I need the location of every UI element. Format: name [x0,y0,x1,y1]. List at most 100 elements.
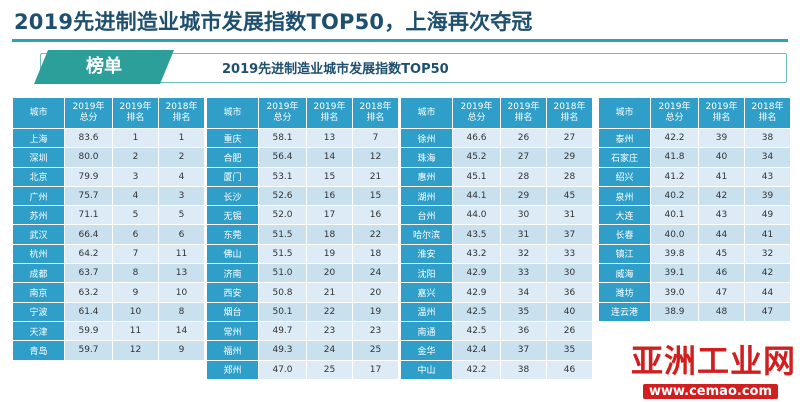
score-2019-cell: 42.2 [650,127,699,149]
score-2019-cell: 83.6 [64,127,113,149]
city-cell: 长春 [598,224,651,245]
city-cell: 合肥 [206,147,259,168]
table-row: 杭州 64.2 7 11 [12,243,205,265]
score-2019-cell: 42.9 [452,282,501,303]
rank-2018-cell: 10 [158,282,205,303]
city-cell: 温州 [400,301,453,322]
rank-2019-cell: 37 [500,340,547,361]
score-2019-cell: 71.1 [64,205,113,226]
rank-2019-cell: 28 [500,166,547,187]
score-2019-cell: 42.2 [452,359,501,380]
score-2019-cell: 50.8 [258,282,307,303]
city-cell: 沈阳 [400,263,453,284]
rank-2019-cell: 25 [306,359,353,380]
city-cell: 西安 [206,282,259,303]
rank-2019-cell: 31 [500,224,547,245]
table-row: 惠州 45.1 28 28 [400,166,593,187]
score-2019-cell: 52.0 [258,205,307,226]
score-2019-cell: 75.7 [64,185,113,207]
score-2019-cell: 42.5 [452,320,501,342]
rank-2018-cell: 47 [744,301,791,322]
table-row: 郑州 47.0 25 17 [206,359,399,380]
rank-2019-cell: 44 [698,224,745,245]
table-row: 长沙 52.6 16 15 [206,185,399,207]
city-cell: 潍坊 [598,282,651,303]
rank-2019-cell: 7 [112,243,159,265]
score-2019-cell: 63.2 [64,282,113,303]
rank-2019-cell: 38 [500,359,547,380]
score-2019-cell: 40.0 [650,224,699,245]
rank-2019-cell: 2 [112,147,159,168]
city-cell: 哈尔滨 [400,224,453,245]
rank-2018-cell: 24 [352,263,399,284]
score-2019-cell: 80.0 [64,147,113,168]
ranking-table-4: 城市 2019年 总分 2019年 排名 2018年 排名 泰州 42.2 39 38 石家庄 4… [598,97,791,322]
city-cell: 无锡 [206,205,259,226]
column-header: 城市 [12,97,65,129]
rank-2018-cell: 2 [158,147,205,168]
city-cell: 南京 [12,282,65,303]
table-row: 温州 42.5 35 40 [400,301,593,322]
table-row: 厦门 53.1 15 21 [206,166,399,187]
city-cell: 郑州 [206,359,259,380]
table-row: 上海 83.6 1 1 [12,127,205,149]
table-row: 台州 44.0 30 31 [400,205,593,226]
city-cell: 中山 [400,359,453,380]
rank-2018-cell: 35 [546,340,593,361]
rank-2018-cell: 1 [158,127,205,149]
table-row: 哈尔滨 43.5 31 37 [400,224,593,245]
table-row: 沈阳 42.9 33 30 [400,263,593,284]
rank-2019-cell: 5 [112,205,159,226]
table-row: 成都 63.7 8 13 [12,263,205,284]
rank-2018-cell: 33 [546,243,593,265]
column-header: 城市 [206,97,259,129]
rank-2019-cell: 48 [698,301,745,322]
table-row: 金华 42.4 37 35 [400,340,593,361]
score-2019-cell: 45.2 [452,147,501,168]
table-row: 湖州 44.1 29 45 [400,185,593,207]
score-2019-cell: 61.4 [64,301,113,322]
score-2019-cell: 79.9 [64,166,113,187]
ranking-table-1: 城市 2019年 总分 2019年 排名 2018年 排名 上海 83.6 1 1 深圳 80.0… [12,97,205,361]
city-cell: 重庆 [206,127,259,149]
column-header: 2018年 排名 [546,97,593,129]
ranking-table: 城市 2019年 总分 2019年 排名 2018年 排名 重庆 58.1 13 7 合肥 56.… [206,97,399,380]
city-cell: 绍兴 [598,166,651,187]
table-row: 烟台 50.1 22 19 [206,301,399,322]
rank-2019-cell: 30 [500,205,547,226]
city-cell: 福州 [206,340,259,361]
rank-2019-cell: 1 [112,127,159,149]
rank-2018-cell: 9 [158,340,205,361]
score-2019-cell: 43.2 [452,243,501,265]
table-header-row: 城市 2019年 总分 2019年 排名 2018年 排名 [400,97,593,129]
rank-2019-cell: 18 [306,224,353,245]
ranking-table-2: 城市 2019年 总分 2019年 排名 2018年 排名 重庆 58.1 13 7 合肥 56.… [206,97,399,380]
table-row: 福州 49.3 24 25 [206,340,399,361]
score-2019-cell: 46.6 [452,127,501,149]
table-row: 合肥 56.4 14 12 [206,147,399,168]
rank-2019-cell: 29 [500,185,547,207]
table-row: 西安 50.8 21 20 [206,282,399,303]
score-2019-cell: 47.0 [258,359,307,380]
city-cell: 深圳 [12,147,65,168]
table-row: 武汉 66.4 6 6 [12,224,205,245]
score-2019-cell: 49.3 [258,340,307,361]
ranking-table: 城市 2019年 总分 2019年 排名 2018年 排名 泰州 42.2 39 38 石家庄 4… [598,97,791,322]
rank-2019-cell: 19 [306,243,353,265]
table-row: 潍坊 39.0 47 44 [598,282,791,303]
city-cell: 武汉 [12,224,65,245]
rank-2018-cell: 22 [352,224,399,245]
city-cell: 东莞 [206,224,259,245]
rank-2018-cell: 42 [744,263,791,284]
rank-2018-cell: 36 [546,282,593,303]
rank-2018-cell: 44 [744,282,791,303]
score-2019-cell: 59.9 [64,320,113,342]
rank-2019-cell: 21 [306,282,353,303]
table-row: 常州 49.7 23 23 [206,320,399,342]
table-row: 天津 59.9 11 14 [12,320,205,342]
rank-2019-cell: 16 [306,185,353,207]
score-2019-cell: 49.7 [258,320,307,342]
rank-2019-cell: 10 [112,301,159,322]
rank-2018-cell: 3 [158,185,205,207]
table-row: 苏州 71.1 5 5 [12,205,205,226]
